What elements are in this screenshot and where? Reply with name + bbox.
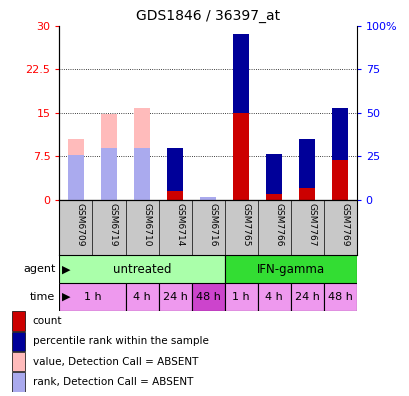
Bar <box>101 148 117 200</box>
Text: GSM7767: GSM7767 <box>306 203 315 246</box>
Bar <box>232 34 249 113</box>
Bar <box>290 283 323 311</box>
Text: untreated: untreated <box>112 263 171 276</box>
Bar <box>265 154 282 200</box>
Bar <box>12 372 25 392</box>
Text: 1 h: 1 h <box>83 292 101 302</box>
Bar <box>298 139 315 200</box>
Bar <box>158 283 191 311</box>
Text: ▶: ▶ <box>61 292 70 302</box>
Bar <box>323 283 356 311</box>
Bar <box>166 148 183 200</box>
Text: ▶: ▶ <box>61 264 70 274</box>
Bar <box>298 139 315 188</box>
Title: GDS1846 / 36397_at: GDS1846 / 36397_at <box>136 10 279 23</box>
Text: 4 h: 4 h <box>265 292 282 302</box>
Bar <box>59 283 125 311</box>
Bar <box>125 283 158 311</box>
Text: GSM7769: GSM7769 <box>339 203 348 246</box>
Text: value, Detection Call = ABSENT: value, Detection Call = ABSENT <box>33 356 198 367</box>
Bar <box>265 154 282 194</box>
Text: GSM6710: GSM6710 <box>142 203 151 246</box>
Text: GSM7765: GSM7765 <box>240 203 249 246</box>
Bar <box>101 114 117 200</box>
Text: percentile rank within the sample: percentile rank within the sample <box>33 336 208 346</box>
Bar <box>133 148 150 200</box>
Text: 48 h: 48 h <box>327 292 352 302</box>
Bar <box>257 283 290 311</box>
Text: 24 h: 24 h <box>294 292 319 302</box>
Bar <box>12 331 25 351</box>
Text: GSM6709: GSM6709 <box>76 203 85 246</box>
Bar <box>331 108 348 200</box>
Text: GSM7766: GSM7766 <box>274 203 283 246</box>
Text: time: time <box>30 292 55 302</box>
Text: count: count <box>33 316 62 326</box>
Bar <box>12 311 25 331</box>
Bar <box>232 34 249 200</box>
Text: 48 h: 48 h <box>195 292 220 302</box>
Text: agent: agent <box>23 264 55 274</box>
Bar <box>67 139 84 200</box>
Bar <box>331 108 348 160</box>
Text: rank, Detection Call = ABSENT: rank, Detection Call = ABSENT <box>33 377 193 387</box>
Bar <box>224 255 356 283</box>
Bar <box>59 255 224 283</box>
Bar <box>67 155 84 200</box>
Bar <box>191 283 224 311</box>
Bar <box>133 108 150 200</box>
Bar <box>166 148 183 191</box>
Text: IFN-gamma: IFN-gamma <box>256 263 324 276</box>
Text: GSM6719: GSM6719 <box>109 203 118 246</box>
Text: 24 h: 24 h <box>162 292 187 302</box>
Text: 1 h: 1 h <box>232 292 249 302</box>
Bar <box>12 352 25 371</box>
Text: GSM6716: GSM6716 <box>207 203 216 246</box>
Bar <box>199 197 216 200</box>
Bar <box>224 283 257 311</box>
Text: GSM6714: GSM6714 <box>175 203 184 246</box>
Text: 4 h: 4 h <box>133 292 151 302</box>
